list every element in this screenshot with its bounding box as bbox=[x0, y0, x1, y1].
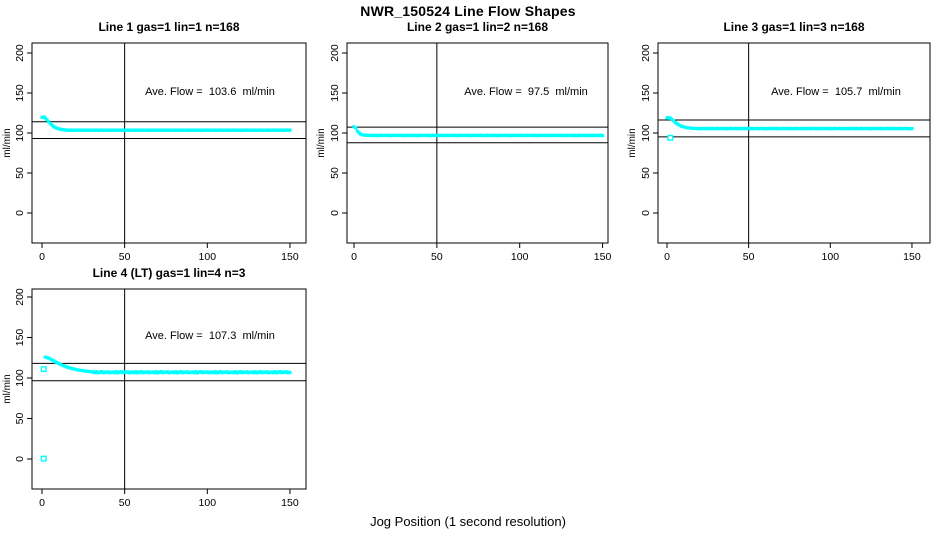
axis-ticks bbox=[653, 52, 913, 248]
plot-box bbox=[31, 42, 307, 244]
plot2-ave-flow-annotation: Ave. Flow = 97.5 ml/min bbox=[464, 86, 588, 98]
svg-text:0: 0 bbox=[14, 456, 26, 462]
reference-lines bbox=[658, 43, 930, 243]
plot4-y-axis-label: ml/min bbox=[2, 374, 13, 404]
subplot-3: 0 50 100 150 0 50 100 150 200 bbox=[640, 42, 931, 263]
plot4-title: Line 4 (LT) gas=1 lin=4 n=3 bbox=[92, 266, 246, 280]
plot4-ave-flow-annotation: Ave. Flow = 107.3 ml/min bbox=[145, 330, 275, 342]
outlier-points bbox=[667, 134, 674, 141]
reference-lines bbox=[347, 43, 608, 243]
axis-ticks bbox=[27, 296, 291, 494]
svg-text:0: 0 bbox=[39, 251, 45, 263]
svg-text:100: 100 bbox=[329, 124, 341, 142]
data-points bbox=[352, 125, 605, 138]
svg-text:0: 0 bbox=[351, 251, 357, 263]
svg-text:150: 150 bbox=[14, 329, 26, 347]
svg-text:100: 100 bbox=[511, 251, 529, 263]
svg-text:150: 150 bbox=[281, 251, 299, 263]
svg-text:0: 0 bbox=[39, 497, 45, 509]
svg-text:100: 100 bbox=[199, 497, 217, 509]
subplot-4: 0 50 100 150 0 50 100 150 200 bbox=[14, 288, 307, 509]
svg-text:150: 150 bbox=[640, 84, 652, 102]
tick-labels: 0 50 100 150 0 50 100 150 200 bbox=[640, 44, 921, 263]
plot2-y-axis-label: ml/min bbox=[316, 128, 327, 158]
svg-text:150: 150 bbox=[329, 84, 341, 102]
plot1-y-axis-label: ml/min bbox=[2, 128, 13, 158]
reference-lines bbox=[32, 43, 306, 243]
svg-text:200: 200 bbox=[14, 288, 26, 306]
axis-ticks bbox=[27, 52, 291, 248]
subplot-1: 0 50 100 150 0 50 100 150 200 bbox=[14, 42, 307, 263]
svg-text:100: 100 bbox=[199, 251, 217, 263]
svg-text:50: 50 bbox=[119, 251, 131, 263]
svg-text:100: 100 bbox=[822, 251, 840, 263]
data-points bbox=[665, 116, 914, 131]
svg-text:0: 0 bbox=[14, 210, 26, 216]
plot1-title: Line 1 gas=1 lin=1 n=168 bbox=[98, 20, 240, 34]
svg-text:50: 50 bbox=[640, 167, 652, 179]
plot3-title: Line 3 gas=1 lin=3 n=168 bbox=[723, 20, 865, 34]
svg-text:50: 50 bbox=[743, 251, 755, 263]
data-points bbox=[43, 355, 292, 375]
tick-labels: 0 50 100 150 0 50 100 150 200 bbox=[14, 44, 299, 263]
data-points bbox=[40, 115, 292, 132]
subplot-2: 0 50 100 150 0 50 100 150 200 bbox=[329, 42, 611, 263]
plot-box bbox=[346, 42, 609, 244]
plot1-ave-flow-annotation: Ave. Flow = 103.6 ml/min bbox=[145, 86, 275, 98]
reference-lines bbox=[32, 289, 306, 489]
svg-text:150: 150 bbox=[903, 251, 921, 263]
svg-text:100: 100 bbox=[640, 124, 652, 142]
axis-ticks bbox=[342, 52, 604, 248]
svg-text:100: 100 bbox=[14, 124, 26, 142]
svg-text:50: 50 bbox=[329, 167, 341, 179]
svg-text:200: 200 bbox=[14, 44, 26, 62]
x-axis-label: Jog Position (1 second resolution) bbox=[370, 514, 566, 529]
plot3-y-axis-label: ml/min bbox=[627, 128, 638, 158]
svg-text:0: 0 bbox=[664, 251, 670, 263]
outlier-points bbox=[40, 366, 47, 462]
tick-labels: 0 50 100 150 0 50 100 150 200 bbox=[329, 44, 611, 263]
svg-text:0: 0 bbox=[329, 210, 341, 216]
plot2-title: Line 2 gas=1 lin=2 n=168 bbox=[406, 20, 549, 34]
svg-text:0: 0 bbox=[640, 210, 652, 216]
svg-text:150: 150 bbox=[14, 84, 26, 102]
svg-text:200: 200 bbox=[640, 44, 652, 62]
svg-text:200: 200 bbox=[329, 44, 341, 62]
tick-labels: 0 50 100 150 0 50 100 150 200 bbox=[14, 288, 299, 509]
svg-text:50: 50 bbox=[431, 251, 443, 263]
plot3-ave-flow-annotation: Ave. Flow = 105.7 ml/min bbox=[771, 86, 901, 98]
svg-text:50: 50 bbox=[14, 413, 26, 425]
svg-text:50: 50 bbox=[119, 497, 131, 509]
plot-box bbox=[657, 42, 931, 244]
plot-box bbox=[31, 288, 307, 490]
svg-text:150: 150 bbox=[594, 251, 612, 263]
figure-title: NWR_150524 Line Flow Shapes bbox=[360, 3, 576, 19]
svg-text:100: 100 bbox=[14, 369, 26, 387]
svg-text:50: 50 bbox=[14, 167, 26, 179]
svg-text:150: 150 bbox=[281, 497, 299, 509]
